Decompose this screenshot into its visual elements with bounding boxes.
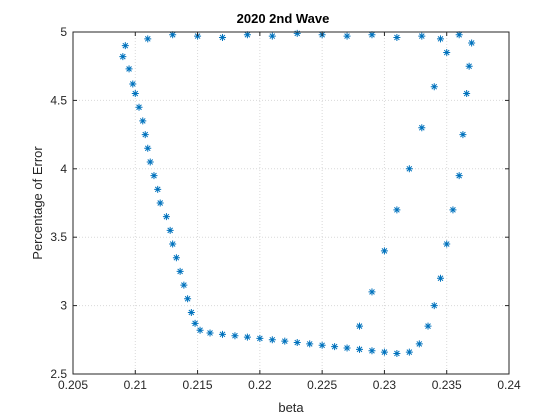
y-tick-label: 5 [60,25,67,39]
data-point [331,343,339,351]
data-point [368,347,376,355]
y-tick-label: 3.5 [50,230,67,244]
plot-area-frame [72,31,510,375]
data-point [187,308,195,316]
data-point [455,172,463,180]
y-axis-label: Percentage of Error [30,146,45,260]
data-point [194,32,202,40]
data-point [356,345,364,353]
x-axis-ticks: 0.205 0.21 0.215 0.22 0.225 0.23 0.235 0.24 [58,32,521,392]
data-point [166,226,174,234]
x-tick-label: 0.21 [124,378,148,392]
data-point [268,32,276,40]
data-point [459,131,467,139]
data-point [154,185,162,193]
data-point [424,322,432,330]
data-points [119,29,476,357]
data-point [468,39,476,47]
data-point [218,33,226,41]
data-point [393,349,401,357]
data-point [256,334,264,342]
data-point [356,322,364,330]
data-point [281,337,289,345]
y-tick-label: 2.5 [50,367,67,381]
y-axis-ticks: 2.5 3 3.5 4 4.5 5 [50,25,509,381]
x-tick-label: 0.225 [307,378,337,392]
data-point [318,341,326,349]
x-tick-label: 0.24 [497,378,521,392]
data-point [231,332,239,340]
data-point [368,31,376,39]
data-point [418,32,426,40]
data-point [196,326,204,334]
x-axis-label: beta [278,400,304,415]
data-point [455,31,463,39]
data-point [463,90,471,98]
data-point [150,172,158,180]
data-point [121,42,129,50]
data-point [191,319,199,327]
data-point [169,240,177,248]
data-point [135,103,143,111]
data-point [129,80,137,88]
data-point [218,330,226,338]
data-point [144,35,152,43]
data-point [343,32,351,40]
data-point [393,206,401,214]
data-point [368,288,376,296]
data-point [119,53,127,61]
data-point [418,124,426,132]
data-point [141,131,149,139]
data-point [293,339,301,347]
x-tick-label: 0.22 [248,378,272,392]
data-point [343,344,351,352]
data-point [306,340,314,348]
data-point [293,29,301,37]
data-point [415,340,423,348]
data-point [443,240,451,248]
data-point [436,35,444,43]
data-point [172,254,180,262]
data-point [139,117,147,125]
y-tick-label: 4.5 [50,93,67,107]
data-point [268,336,276,344]
data-point [430,83,438,91]
data-point [156,199,164,207]
data-point [449,206,457,214]
data-point [206,329,214,337]
data-point [125,65,133,73]
data-point [380,348,388,356]
data-point [184,295,192,303]
data-point [169,31,177,39]
y-tick-label: 4 [60,162,67,176]
data-point [405,165,413,173]
data-point [146,158,154,166]
data-point [144,144,152,152]
x-tick-label: 0.205 [58,378,88,392]
x-tick-label: 0.23 [373,378,397,392]
data-point [180,281,188,289]
data-point [465,62,473,70]
data-point [430,302,438,310]
data-point [393,33,401,41]
x-tick-label: 0.215 [183,378,213,392]
data-point [243,31,251,39]
data-point [436,274,444,282]
y-tick-label: 3 [60,299,67,313]
grid-lines [72,31,510,375]
data-point [443,49,451,57]
data-point [131,90,139,98]
data-point [162,213,170,221]
data-point [405,348,413,356]
data-point [176,267,184,275]
data-point [380,247,388,255]
x-tick-label: 0.235 [432,378,462,392]
chart-title: 2020 2nd Wave [237,11,330,26]
data-point [243,333,251,341]
